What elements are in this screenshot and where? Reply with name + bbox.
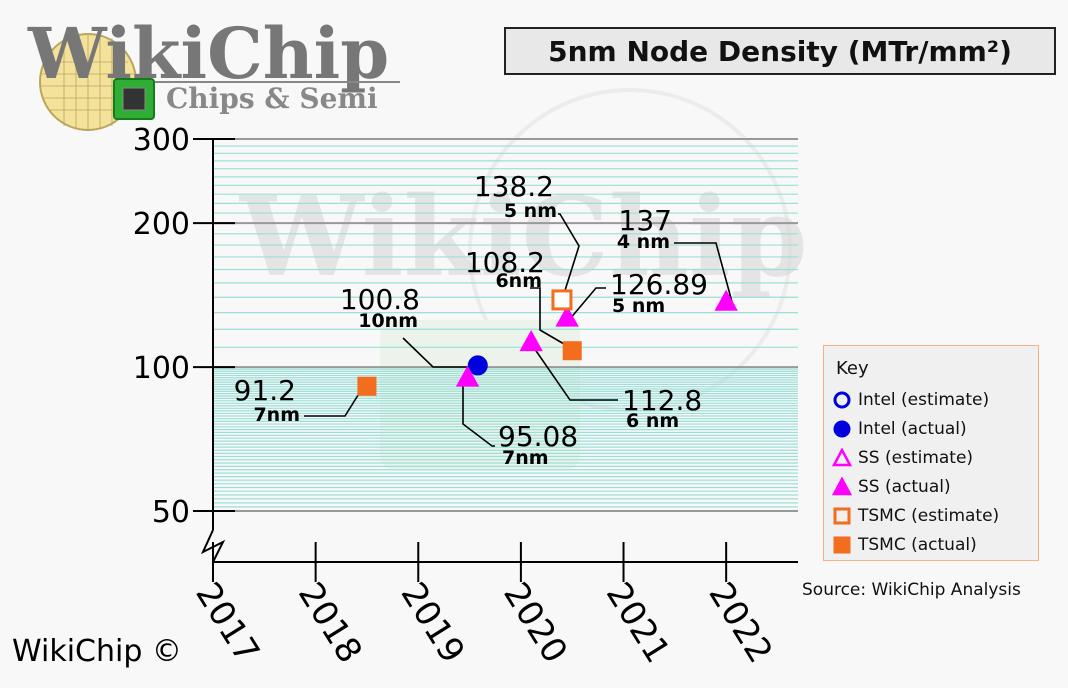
y-tick-label: 300 [133, 123, 190, 158]
legend-label: Intel (estimate) [858, 389, 990, 410]
data-label-value: 100.8 [340, 283, 420, 316]
legend-label: TSMC (estimate) [858, 505, 1000, 526]
data-label-node: 7nm [253, 404, 300, 426]
legend-marker [833, 507, 851, 524]
data-point-ss [555, 305, 579, 327]
legend-marker-circle [833, 391, 851, 408]
legend-item: Intel (estimate) [832, 385, 1030, 414]
gridlines [213, 138, 798, 512]
legend-item: TSMC (estimate) [832, 501, 1030, 530]
data-label-value: 138.2 [474, 170, 554, 203]
x-tick-label: 2021 [598, 576, 678, 671]
callout-line [531, 344, 618, 401]
data-label-value: 126.89 [610, 268, 708, 301]
x-tick-label: 2020 [495, 576, 575, 671]
legend-marker [833, 391, 851, 408]
legend-item: SS (actual) [832, 472, 1030, 501]
data-point-tsmc [562, 341, 582, 361]
legend-label: Intel (actual) [858, 418, 967, 439]
callout-line [462, 377, 495, 447]
data-point-tsmc [551, 289, 573, 311]
data-label-node: 7nm [502, 447, 549, 469]
legend-marker [832, 447, 852, 466]
data-label-node: 5 nm [612, 295, 665, 317]
y-tick-label: 200 [133, 207, 190, 242]
callout-line [530, 287, 577, 352]
data-label-node: 4 nm [617, 231, 670, 253]
legend-title: Key [836, 358, 869, 379]
data-label-node: 10nm [358, 310, 418, 332]
data-label-value: 137 [619, 204, 672, 237]
legend-marker-triangle [832, 476, 852, 495]
logo-sub-text: Chips & Semi [166, 82, 378, 115]
legend-label: SS (actual) [858, 476, 951, 497]
data-point-intel [467, 355, 488, 376]
legend-marker [833, 420, 851, 437]
legend-label: TSMC (actual) [858, 534, 977, 555]
data-label-value: 91.2 [234, 374, 296, 407]
legend-marker-square [833, 536, 851, 553]
legend-label: SS (estimate) [858, 447, 974, 468]
x-axis [212, 542, 798, 582]
logo-chip-core [122, 87, 146, 111]
callout-line [402, 337, 474, 368]
copyright: WikiChip © [12, 634, 182, 669]
x-tick-label: 2017 [187, 576, 267, 671]
legend-marker-circle [833, 420, 851, 437]
legend-items: Intel (estimate) Intel (actual) SS (estima… [832, 385, 1030, 559]
y-tick-label: 100 [133, 351, 190, 386]
watermark-wafer [468, 88, 792, 412]
legend-marker [833, 536, 851, 553]
data-label-node: 6nm [495, 270, 542, 292]
x-tick-label: 2019 [393, 576, 473, 671]
legend-marker [832, 476, 852, 495]
legend-item: SS (estimate) [832, 443, 1030, 472]
data-point-tsmc [357, 376, 377, 396]
legend-marker-square [833, 507, 851, 524]
watermark-text: WikiChip [239, 172, 808, 301]
data-point-ss [519, 330, 543, 352]
data-label-value: 95.08 [498, 420, 578, 453]
callout-line [674, 242, 733, 303]
x-tick-label: 2018 [290, 576, 370, 671]
data-label-value: 108.2 [465, 246, 545, 279]
callout-line [558, 213, 580, 301]
x-tick-label: 2022 [701, 576, 781, 671]
callout-lines [304, 213, 733, 447]
legend-item: TSMC (actual) [832, 530, 1030, 559]
data-marks [357, 289, 738, 396]
legend-item: Intel (actual) [832, 414, 1030, 443]
callout-line [568, 287, 606, 321]
data-point-ss [455, 365, 480, 387]
legend: Key Intel (estimate) Intel (actual) SS (es… [823, 345, 1039, 561]
data-label-node: 5 nm [504, 200, 557, 222]
logo: WikiChip Chips & Semi [27, 12, 400, 131]
y-tick-label: 50 [152, 495, 190, 530]
data-label-value: 112.8 [622, 384, 702, 417]
chart-title: 5nm Node Density (MTr/mm²) [504, 27, 1056, 75]
source-note: Source: WikiChip Analysis [802, 580, 1021, 600]
data-point-ss [714, 289, 738, 311]
legend-marker-triangle [832, 447, 852, 466]
data-label-node: 6 nm [626, 410, 679, 432]
